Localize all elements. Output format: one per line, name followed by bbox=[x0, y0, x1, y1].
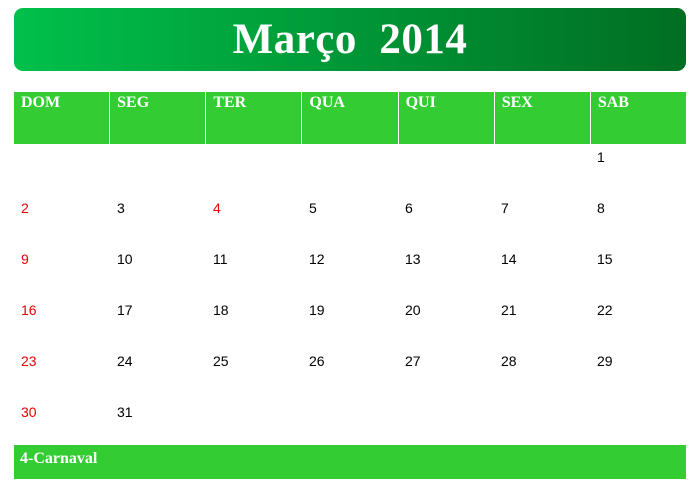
day-cell: 9 bbox=[21, 251, 29, 267]
weekday-header-row: DOM SEG TER QUA QUI SEX SAB bbox=[14, 92, 686, 144]
day-cell: 6 bbox=[405, 200, 413, 216]
empty-day-cell bbox=[302, 144, 398, 195]
empty-day-cell bbox=[590, 399, 686, 450]
day-cell: 26 bbox=[309, 353, 325, 369]
weekday-header-monday: SEG bbox=[110, 92, 207, 144]
day-cell: 1 bbox=[597, 149, 605, 165]
day-cell: 21 bbox=[501, 302, 517, 318]
weekday-header-saturday: SAB bbox=[597, 94, 629, 111]
day-cell: 10 bbox=[117, 251, 133, 267]
calendar-title: Março 2014 bbox=[232, 16, 468, 63]
day-cell: 3 bbox=[117, 200, 125, 216]
empty-day-cell bbox=[398, 399, 494, 450]
calendar-grid: 1 2 3 4 5 6 7 8 9 10 11 12 13 14 15 16 17 18 19 20 21 22 23 24 2… bbox=[14, 144, 686, 441]
weekday-header-thursday: QUI bbox=[399, 92, 495, 144]
day-cell: 2 bbox=[21, 200, 29, 216]
day-cell: 31 bbox=[117, 404, 133, 420]
day-cell: 18 bbox=[213, 302, 229, 318]
week-row: 30 31 bbox=[14, 399, 686, 450]
empty-day-cell bbox=[302, 399, 398, 450]
day-cell: 12 bbox=[309, 251, 325, 267]
day-cell: 25 bbox=[213, 353, 229, 369]
empty-day-cell bbox=[206, 144, 302, 195]
day-cell: 28 bbox=[501, 353, 517, 369]
day-cell: 17 bbox=[117, 302, 133, 318]
week-row: 16 17 18 19 20 21 22 bbox=[14, 297, 686, 348]
weekday-header-sunday: DOM bbox=[14, 92, 111, 144]
week-row: 2 3 4 5 6 7 8 bbox=[14, 195, 686, 246]
empty-day-cell bbox=[494, 399, 590, 450]
weekday-header-tuesday: TER bbox=[206, 92, 303, 144]
empty-day-cell bbox=[14, 144, 110, 195]
day-cell: 19 bbox=[309, 302, 325, 318]
day-cell: 30 bbox=[21, 404, 37, 420]
empty-day-cell bbox=[206, 399, 302, 450]
week-row: 1 bbox=[14, 144, 686, 195]
holidays-note: 4-Carnaval bbox=[20, 450, 98, 467]
weekday-header-wednesday: QUA bbox=[302, 92, 399, 144]
week-row: 23 24 25 26 27 28 29 bbox=[14, 348, 686, 399]
day-cell: 8 bbox=[597, 200, 605, 216]
day-cell: 14 bbox=[501, 251, 517, 267]
day-cell: 29 bbox=[597, 353, 613, 369]
day-cell: 24 bbox=[117, 353, 133, 369]
day-cell: 16 bbox=[21, 302, 37, 318]
day-cell: 23 bbox=[21, 353, 37, 369]
day-cell: 20 bbox=[405, 302, 421, 318]
day-cell: 15 bbox=[597, 251, 613, 267]
empty-day-cell bbox=[494, 144, 590, 195]
empty-day-cell bbox=[398, 144, 494, 195]
week-row: 9 10 11 12 13 14 15 bbox=[14, 246, 686, 297]
day-cell: 22 bbox=[597, 302, 613, 318]
day-cell: 11 bbox=[213, 251, 228, 267]
holidays-note-bar: 4-Carnaval bbox=[14, 445, 686, 479]
day-cell: 27 bbox=[405, 353, 421, 369]
empty-day-cell bbox=[110, 144, 206, 195]
weekday-header-friday: SEX bbox=[495, 92, 591, 144]
day-cell: 4 bbox=[213, 200, 221, 216]
day-cell: 13 bbox=[405, 251, 421, 267]
day-cell: 7 bbox=[501, 200, 509, 216]
day-cell: 5 bbox=[309, 200, 317, 216]
title-banner: Março 2014 bbox=[14, 8, 686, 71]
